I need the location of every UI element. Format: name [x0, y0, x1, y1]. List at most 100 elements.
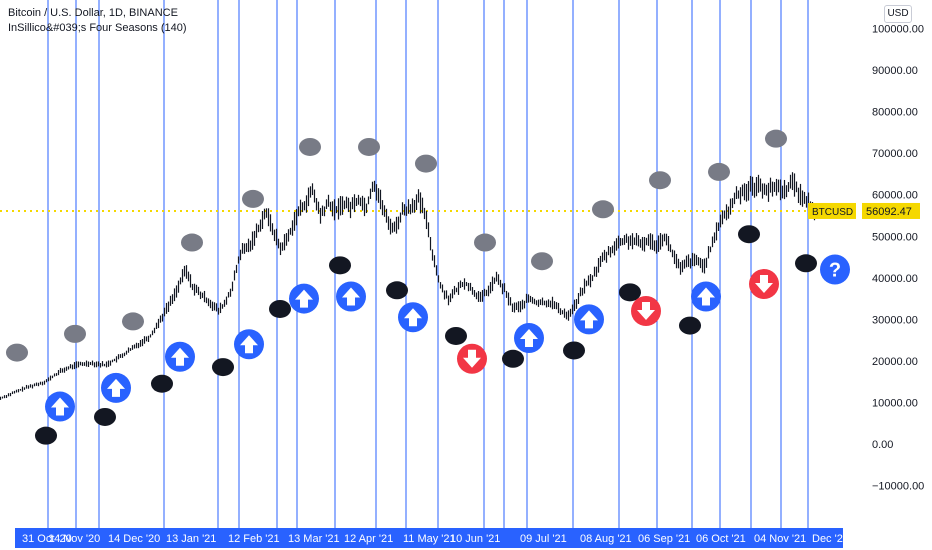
black-season-dot	[329, 256, 351, 275]
arrow-down-icon	[463, 349, 481, 368]
question-circle	[820, 254, 850, 285]
grey-season-dot	[242, 189, 264, 208]
time-axis-bar	[15, 528, 843, 548]
date-tick-label: 04 Nov '21	[754, 533, 806, 545]
black-season-dot	[738, 225, 760, 244]
black-season-dot	[94, 407, 116, 426]
price-tick-label: −10000.00	[872, 480, 924, 492]
question-icon: ?	[829, 260, 841, 282]
grey-season-dot	[358, 137, 380, 156]
up-arrow-marker	[165, 341, 195, 372]
date-tick-label: 06 Sep '21	[638, 533, 690, 545]
up-arrow-marker	[691, 281, 721, 312]
date-tick-label: Dec '21	[812, 533, 849, 545]
black-season-dot	[269, 299, 291, 318]
arrow-up-icon	[697, 287, 715, 306]
arrow-up-icon	[295, 289, 313, 308]
grey-season-dot	[649, 171, 671, 190]
date-tick-label: 11 May '21	[403, 533, 456, 545]
arrow-up-icon	[520, 329, 538, 348]
black-season-dot	[212, 358, 234, 377]
price-tick-label: 0.00	[872, 439, 893, 451]
price-tick-label: 30000.00	[872, 314, 918, 326]
black-season-dot	[445, 326, 467, 345]
up-arrow-marker	[336, 281, 366, 312]
date-tick-label: 06 Oct '21	[696, 533, 746, 545]
price-tag-bg	[862, 202, 920, 219]
black-season-dot	[502, 349, 524, 368]
arrow-up-icon	[107, 378, 125, 397]
price-tick-label: 20000.00	[872, 356, 918, 368]
down-arrow-marker	[631, 296, 661, 327]
grey-season-dot	[6, 343, 28, 362]
grey-season-dot	[592, 200, 614, 219]
vertical-grid-lines	[47, 0, 809, 528]
indicator-title[interactable]: InSillico&#039;s Four Seasons (140)	[8, 22, 187, 34]
down-arrow-marker	[457, 343, 487, 374]
black-season-dot	[563, 341, 585, 360]
date-tick-label: 13 Mar '21	[288, 533, 340, 545]
arrow-up-icon	[240, 335, 258, 354]
up-arrow-marker	[45, 391, 75, 422]
price-tick-label: 80000.00	[872, 107, 918, 119]
price-tick-label: 90000.00	[872, 65, 918, 77]
black-season-dot	[619, 283, 641, 302]
price-tick-label: 60000.00	[872, 190, 918, 202]
date-tick-label: 08 Aug '21	[580, 533, 632, 545]
date-tick-label: 14 Dec '20	[108, 533, 160, 545]
arrow-down-icon	[637, 302, 655, 321]
black-season-dot	[35, 426, 57, 445]
date-tick-label: 13 Jan '21	[166, 533, 216, 545]
chart-legend: Bitcoin / U.S. Dollar, 1D, BINANCE InSil…	[8, 6, 187, 36]
black-season-dot	[386, 281, 408, 300]
arrow-up-icon	[580, 310, 598, 329]
grey-season-dot	[765, 129, 787, 148]
date-tick-label: 09 Jul '21	[520, 533, 567, 545]
price-tick-label: 40000.00	[872, 273, 918, 285]
price-tick-label: 100000.00	[872, 24, 924, 36]
price-tick-label: 70000.00	[872, 148, 918, 160]
date-tick-label: 12 Feb '21	[228, 533, 280, 545]
symbol-tag-bg	[808, 202, 856, 219]
black-season-dot	[151, 374, 173, 393]
grey-season-dot	[531, 252, 553, 271]
up-arrow-marker	[101, 372, 131, 403]
price-tag: 56092.47	[866, 206, 912, 218]
grey-season-dot	[122, 312, 144, 331]
black-season-dot	[679, 316, 701, 335]
question-marker: ?	[820, 254, 850, 285]
arrow-up-icon	[171, 347, 189, 366]
currency-button[interactable]: USD	[884, 5, 912, 23]
arrow-up-icon	[342, 287, 360, 306]
grey-season-dot	[474, 233, 496, 252]
grey-season-dot	[181, 233, 203, 252]
price-tick-label: 10000.00	[872, 397, 918, 409]
arrow-up-icon	[404, 308, 422, 327]
date-tick-label: 10 Jun '21	[450, 533, 500, 545]
up-arrow-marker	[398, 302, 428, 333]
grey-season-dot	[415, 154, 437, 173]
price-bars	[0, 172, 816, 400]
date-tick-label: 12 Apr '21	[344, 533, 393, 545]
arrow-down-icon	[755, 275, 773, 294]
price-axis: −10000.00 0.00 10000.00 20000.00 30000.00 400…	[808, 24, 924, 492]
arrow-up-icon	[51, 397, 69, 416]
symbol-tag: BTCUSD	[812, 207, 853, 218]
symbol-title[interactable]: Bitcoin / U.S. Dollar, 1D, BINANCE	[8, 7, 178, 19]
date-tick-label: 14 Nov '20	[48, 533, 100, 545]
season-markers: ?	[6, 129, 850, 445]
up-arrow-marker	[574, 304, 604, 335]
black-season-dot	[795, 254, 817, 273]
price-tick-label: 50000.00	[872, 231, 918, 243]
up-arrow-marker	[234, 329, 264, 360]
grey-season-dot	[299, 137, 321, 156]
date-tick-label: 31 Oct '20	[22, 533, 72, 545]
up-arrow-marker	[514, 323, 544, 354]
grey-season-dot	[708, 162, 730, 181]
last-price-badge: BTCUSD 56092.47	[808, 202, 920, 219]
up-arrow-marker	[289, 283, 319, 314]
down-arrow-marker	[749, 269, 779, 300]
grey-season-dot	[64, 324, 86, 343]
